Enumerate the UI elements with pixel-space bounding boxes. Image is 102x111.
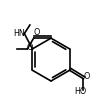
Text: HN: HN [13, 29, 25, 38]
Text: O: O [33, 28, 39, 37]
Text: HO: HO [74, 87, 87, 96]
Text: O: O [84, 72, 90, 81]
Text: O: O [27, 43, 33, 52]
